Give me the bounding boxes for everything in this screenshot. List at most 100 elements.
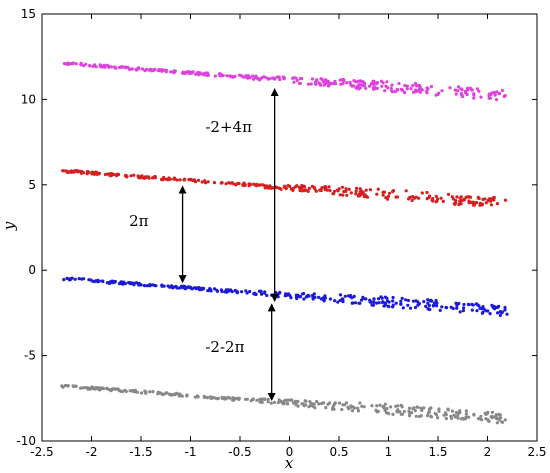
y-tick-label: -5: [24, 349, 36, 363]
data-point: [498, 413, 502, 417]
data-point: [341, 403, 345, 407]
data-point: [289, 187, 293, 191]
data-point: [151, 283, 155, 287]
data-point: [391, 303, 395, 307]
data-point: [480, 311, 484, 315]
data-point: [444, 416, 448, 421]
data-point: [253, 183, 257, 187]
data-point: [437, 409, 441, 413]
data-point: [128, 281, 133, 285]
data-point: [244, 397, 248, 401]
data-point: [417, 83, 422, 88]
data-point: [259, 76, 263, 80]
data-point: [317, 402, 321, 406]
plot-area: [42, 14, 537, 441]
data-point: [374, 408, 378, 412]
data-point: [381, 193, 385, 197]
data-point: [220, 181, 224, 185]
data-point: [259, 292, 264, 296]
data-point: [123, 388, 127, 392]
data-point: [395, 195, 400, 199]
data-point: [179, 284, 184, 288]
data-point: [470, 308, 474, 312]
data-point: [502, 94, 506, 98]
data-point: [414, 88, 418, 92]
data-point: [439, 196, 443, 200]
data-point: [405, 87, 409, 91]
data-point: [153, 175, 157, 179]
data-point: [119, 389, 123, 393]
data-point: [354, 86, 358, 90]
data-point: [161, 178, 165, 182]
data-point: [106, 387, 110, 391]
data-point: [434, 298, 438, 303]
data-point: [418, 90, 422, 94]
data-point: [151, 68, 155, 72]
data-point: [213, 287, 217, 291]
data-point: [503, 305, 507, 310]
data-point: [477, 304, 481, 308]
data-point: [436, 197, 440, 201]
data-point: [425, 414, 429, 418]
data-point: [446, 408, 450, 412]
data-point: [147, 68, 151, 72]
data-point: [478, 306, 482, 310]
data-point: [376, 187, 380, 191]
data-point: [424, 304, 428, 308]
x-tick-label: 2.5: [527, 445, 546, 459]
data-point: [108, 280, 112, 284]
data-point: [399, 412, 403, 416]
data-point: [433, 411, 437, 416]
data-point: [358, 86, 362, 90]
data-point: [465, 92, 469, 97]
data-point: [251, 74, 255, 78]
data-point: [71, 384, 75, 388]
data-point: [220, 396, 224, 400]
data-point: [91, 386, 95, 391]
data-point: [300, 186, 304, 190]
data-point: [139, 391, 144, 395]
data-point: [500, 420, 504, 424]
data-point: [399, 299, 403, 303]
data-point: [454, 411, 458, 415]
data-point: [90, 172, 94, 176]
data-point: [411, 299, 416, 303]
data-point: [111, 172, 115, 176]
data-point: [343, 294, 347, 298]
data-point: [485, 411, 490, 415]
data-point: [328, 188, 332, 193]
data-point: [355, 186, 359, 190]
data-point: [337, 187, 341, 191]
data-point: [308, 400, 312, 404]
data-point: [123, 281, 127, 286]
data-point: [436, 416, 440, 420]
data-point: [82, 277, 86, 281]
data-point: [498, 313, 502, 317]
data-point: [292, 76, 296, 80]
y-tick-label: -10: [16, 434, 36, 448]
data-point: [312, 292, 316, 296]
data-point: [413, 305, 418, 310]
data-point: [266, 76, 270, 81]
data-point: [437, 91, 441, 95]
data-point: [314, 189, 318, 193]
data-point: [449, 414, 453, 418]
data-point: [307, 294, 311, 298]
data-point: [167, 392, 171, 396]
data-point: [111, 279, 115, 284]
data-point: [66, 384, 70, 388]
data-point: [184, 286, 188, 290]
data-point: [477, 417, 481, 421]
data-point: [395, 87, 399, 91]
data-point: [456, 89, 460, 93]
data-point: [417, 196, 421, 200]
series-points: [62, 61, 507, 102]
data-point: [174, 284, 178, 289]
data-point: [277, 186, 281, 190]
data-point: [227, 289, 231, 293]
data-point: [475, 87, 479, 91]
data-point: [240, 290, 244, 294]
data-point: [348, 80, 352, 84]
data-point: [346, 405, 350, 409]
data-point: [387, 300, 391, 304]
